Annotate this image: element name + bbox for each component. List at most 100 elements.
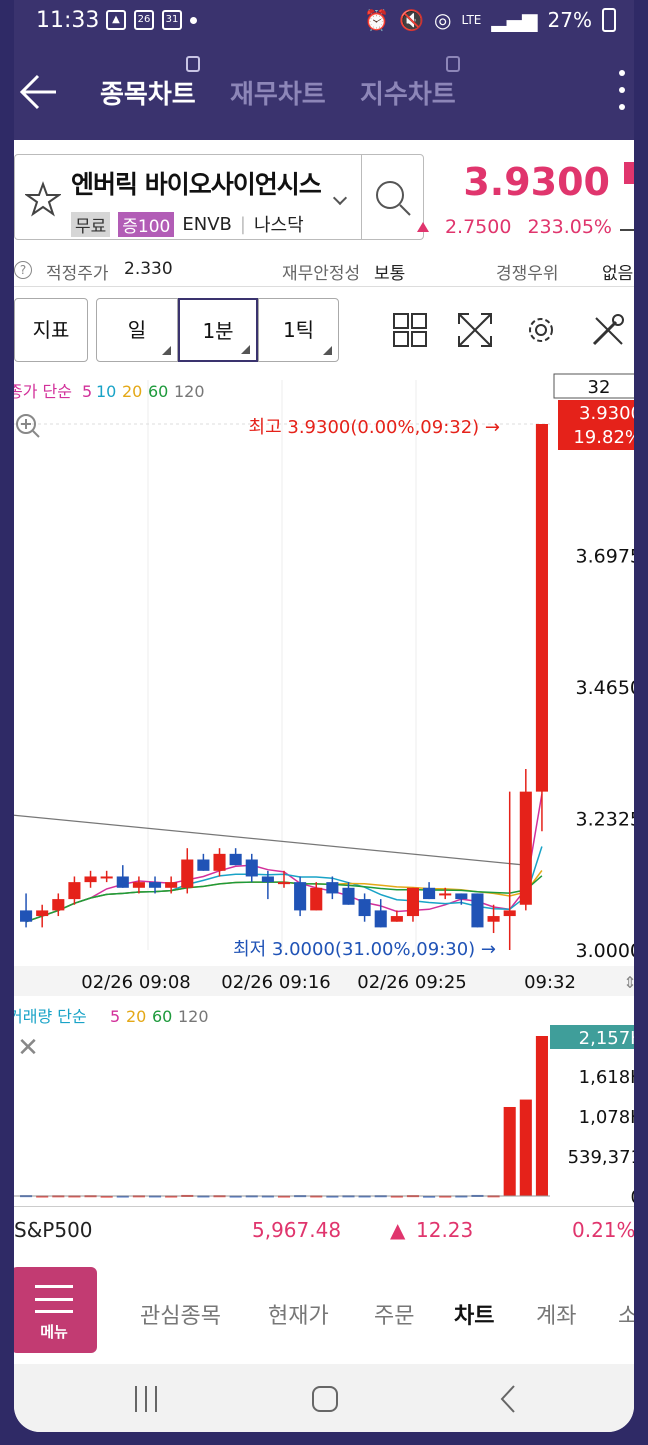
volume-tick-label: 539,371	[568, 1147, 634, 1168]
close-icon[interactable]: ✕	[17, 1033, 39, 1063]
status-bar: 11:33 ▲ 26 31 ⏰ 🔇 ◎ LTE ▂▄▆ 27%	[14, 0, 634, 44]
ma-legend-item: 10	[96, 382, 116, 401]
ma-legend-title: 종가 단순	[14, 382, 72, 401]
settings-gear-icon[interactable]	[523, 312, 559, 348]
ma-legend-item: 20	[122, 382, 142, 401]
index-ticker-bar[interactable]: S&P500 5,967.48 ▲ 12.23 0.21%	[14, 1208, 634, 1254]
period-1min-label: 1분	[202, 319, 234, 343]
chart-toolbar: 지표 일 1분 1틱	[14, 298, 634, 362]
period-day-button[interactable]: 일	[96, 298, 178, 362]
candle-body	[326, 882, 339, 894]
ma-legend-item: 120	[174, 382, 205, 401]
up-triangle-icon-2: ▲	[390, 1218, 406, 1242]
candle-body	[148, 882, 162, 888]
volume-bar	[535, 1036, 548, 1196]
change-percent: 233.05%	[527, 216, 612, 238]
candle-body	[36, 910, 49, 917]
tab-order[interactable]: 주문	[374, 1304, 415, 1329]
candle-body	[487, 916, 500, 922]
fair-price-value: 2.330	[124, 259, 173, 279]
ma-legend-item: 60	[148, 382, 168, 401]
more-menu-icon[interactable]	[616, 70, 628, 110]
candle-body	[84, 876, 97, 883]
tab-finance-chart-label: 재무차트	[230, 80, 326, 110]
tab-stock-chart[interactable]: 종목차트	[100, 56, 200, 111]
volume-legend-item: 60	[152, 1007, 172, 1026]
y-tick-label: 3.4650	[576, 677, 634, 699]
phone-icon	[185, 56, 200, 72]
system-nav-bar	[14, 1364, 634, 1432]
margin-badge: 증100	[118, 211, 175, 237]
x-axis-band	[14, 966, 634, 996]
calendar-icon-2: 31	[162, 10, 182, 30]
tab-current-price[interactable]: 현재가	[268, 1304, 329, 1329]
candle-body	[390, 916, 403, 922]
indicator-button[interactable]: 지표	[14, 298, 88, 362]
candle-body	[213, 853, 226, 871]
tab-account[interactable]: 계좌	[536, 1304, 577, 1329]
back-arrow-icon[interactable]	[18, 72, 60, 112]
candle-body	[310, 887, 323, 911]
ma-legend-item: 5	[82, 382, 92, 401]
battery-text: 27%	[547, 8, 592, 32]
period-1tick-button[interactable]: 1틱	[258, 298, 339, 362]
candle-body	[132, 882, 145, 888]
volume-legend-title: 거래량 단순	[14, 1007, 87, 1026]
x-tick-label: 02/26 09:16	[221, 972, 330, 993]
tools-icon[interactable]	[590, 312, 626, 348]
search-button[interactable]	[361, 155, 424, 239]
stock-tags: 무료 증100 ENVB | 나스닥	[71, 211, 304, 237]
volume-current-tag	[550, 1025, 634, 1049]
menu-button[interactable]: 메뉴	[14, 1267, 97, 1353]
current-price-tag-text: 3.9300	[579, 403, 634, 424]
recent-apps-icon[interactable]	[132, 1384, 162, 1414]
y-tick-label: 3.0000	[576, 940, 634, 962]
dash-divider	[620, 229, 634, 231]
divider	[14, 286, 634, 287]
period-1min-button[interactable]: 1분	[178, 298, 258, 362]
candle-body	[100, 876, 113, 879]
star-icon[interactable]	[25, 181, 61, 217]
tab-chart[interactable]: 차트	[454, 1304, 495, 1329]
lte-label: LTE	[461, 13, 482, 27]
x-tick-label: 02/26 09:25	[357, 972, 466, 993]
chevron-down-icon[interactable]	[332, 190, 348, 206]
volume-bar	[503, 1106, 516, 1196]
ticker-label: ENVB	[182, 213, 232, 235]
candle-body	[245, 859, 258, 877]
tab-index-chart[interactable]: 지수차트	[360, 56, 460, 111]
tab-watchlist[interactable]: 관심종목	[140, 1304, 221, 1329]
change-value: 2.7500	[444, 216, 512, 238]
notification-dot-icon	[190, 16, 197, 24]
candle-body	[229, 853, 242, 866]
candlestick-chart[interactable]: 5 20 60 120 ✕ 2,157K 1,618K 1,078K 539,371 0 3.69…	[14, 370, 634, 1210]
period-day-label: 일	[127, 318, 147, 342]
fullscreen-icon[interactable]	[457, 312, 493, 348]
help-icon[interactable]: ?	[14, 261, 32, 279]
candle-body	[503, 910, 516, 917]
bar-count-text: 32	[588, 377, 611, 398]
candle-body	[374, 910, 387, 928]
candle-body	[342, 887, 355, 905]
back-icon[interactable]	[494, 1384, 524, 1414]
ma-line	[14, 814, 526, 866]
candle-body	[52, 899, 65, 911]
candle-body	[358, 899, 371, 917]
menu-label: 메뉴	[40, 1323, 68, 1341]
current-price-tag	[558, 400, 634, 450]
index-percent: 0.21%	[572, 1218, 634, 1242]
search-icon	[376, 181, 411, 216]
tab-more[interactable]: 소	[618, 1304, 634, 1329]
candle-body	[455, 893, 468, 900]
status-time: 11:33	[36, 8, 100, 33]
volume-current-text: 2,157K	[579, 1028, 634, 1049]
zoom-in-icon[interactable]	[16, 414, 40, 438]
volume-tick-label: 1,078K	[579, 1107, 634, 1128]
grid-layout-icon[interactable]	[392, 312, 428, 348]
tab-finance-chart[interactable]: 재무차트	[230, 74, 326, 111]
home-icon[interactable]	[310, 1384, 340, 1414]
tab-index-chart-label: 지수차트	[360, 80, 456, 110]
stock-selector[interactable]: 엔버릭 바이오사이언시스 무료 증100 ENVB | 나스닥	[14, 154, 424, 240]
candle-body	[68, 882, 81, 900]
x-tick-label: 09:32	[524, 972, 576, 993]
